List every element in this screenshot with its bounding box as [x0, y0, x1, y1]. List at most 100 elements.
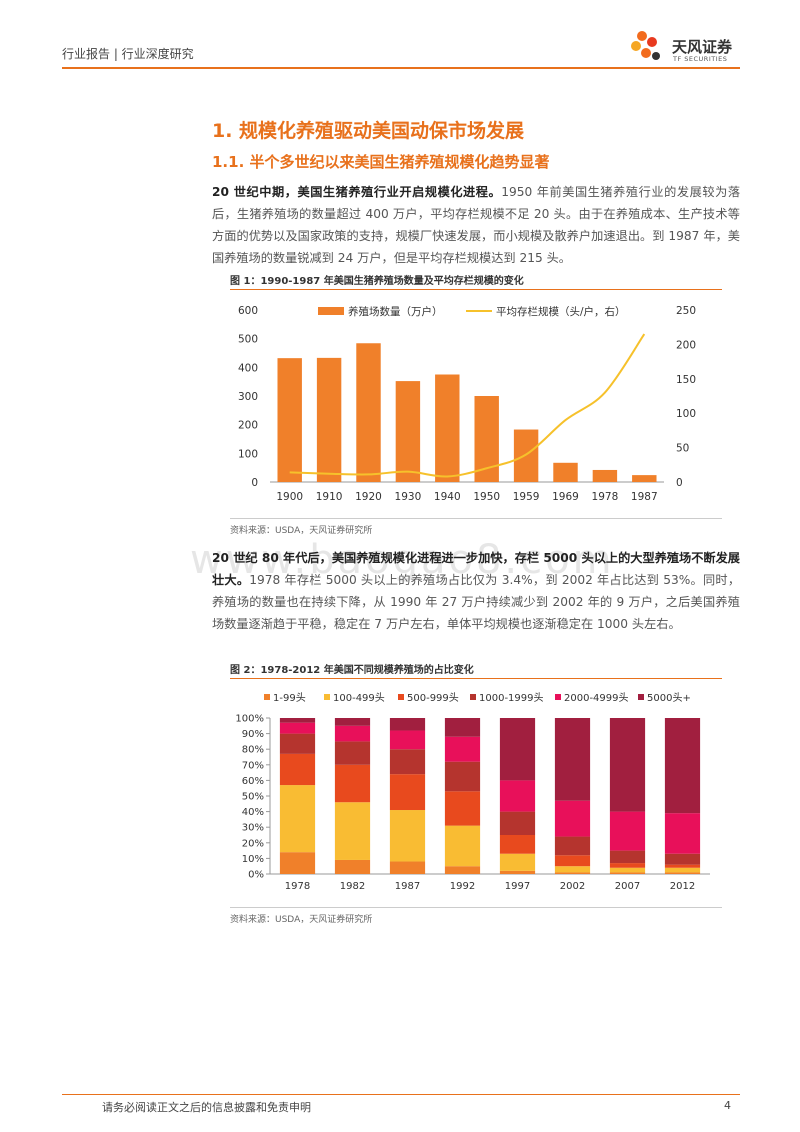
stack-segment-2012: [664, 864, 701, 868]
stack-segment-2012: [664, 813, 701, 854]
stack-segment-1978: [279, 722, 316, 734]
figure-1-source: 资料来源：USDA，天风证券研究所: [230, 526, 373, 536]
legend-swatch: [324, 694, 330, 700]
x-tick-label: 1978: [285, 881, 310, 892]
stack-segment-1982: [334, 718, 371, 726]
bar-1987: [632, 475, 657, 482]
stack-segment-2002: [554, 800, 591, 837]
x-tick-label: 1982: [340, 881, 365, 892]
stack-segment-1992: [444, 761, 481, 792]
figure-1-title: 图 1：1990-1987 年美国生猪养殖场数量及平均存栏规模的变化: [230, 276, 524, 287]
stack-segment-1992: [444, 791, 481, 826]
logo-icon: [631, 31, 660, 60]
stack-segment-2007: [609, 811, 646, 851]
stack-segment-1978: [279, 785, 316, 853]
x-tick-label: 1987: [631, 491, 658, 503]
stack-segment-1992: [444, 866, 481, 874]
stack-segment-2007: [609, 872, 646, 874]
paragraph-2-lead: 20 世纪 80 年代后，美国养殖规模化进程进一步加快，存栏 5000 头以上的…: [212, 551, 740, 587]
stack-segment-2007: [609, 850, 646, 864]
legend-swatch-bar: [318, 307, 344, 315]
legend-label: 1-99头: [273, 692, 306, 704]
stack-segment-1978: [279, 733, 316, 754]
x-tick-label: 2012: [670, 881, 695, 892]
x-tick-label: 1940: [434, 491, 461, 503]
footer-divider: [62, 1094, 740, 1095]
stack-segment-1978: [279, 718, 316, 723]
y-right-tick-label: 200: [676, 339, 696, 351]
section-heading: 1. 规模化养殖驱动美国动保市场发展: [212, 120, 525, 142]
y-right-tick-label: 50: [676, 443, 689, 455]
y-left-tick-label: 400: [238, 362, 258, 374]
bar-1940: [435, 374, 460, 482]
stack-segment-2002: [554, 866, 591, 873]
stack-segment-2007: [609, 718, 646, 812]
legend-label: 2000-4999头: [564, 692, 629, 704]
stack-segment-1987: [389, 774, 426, 811]
stack-segment-1997: [499, 718, 536, 781]
stack-segment-2007: [609, 863, 646, 868]
footer-disclaimer: 请务必阅读正文之后的信息披露和免责申明: [102, 1101, 311, 1114]
header-breadcrumb: 行业报告 | 行业深度研究: [62, 47, 194, 61]
figure-2-title: 图 2：1978-2012 年美国不同规模养殖场的占比变化: [230, 665, 474, 676]
subsection-heading: 1.1. 半个多世纪以来美国生猪养殖规模化趋势显著: [212, 153, 550, 171]
y-tick-label: 70%: [242, 760, 264, 771]
x-tick-label: 1969: [552, 491, 579, 503]
y-tick-label: 50%: [242, 792, 264, 803]
stack-segment-2002: [554, 855, 591, 867]
y-right-tick-label: 0: [676, 477, 683, 489]
stack-segment-1997: [499, 780, 536, 812]
legend-swatch: [638, 694, 644, 700]
stack-segment-1978: [279, 852, 316, 874]
y-tick-label: 90%: [242, 729, 264, 740]
legend-swatch: [470, 694, 476, 700]
y-right-tick-label: 150: [676, 374, 696, 386]
bar-1959: [513, 429, 539, 482]
stack-segment-2007: [609, 867, 646, 873]
x-tick-label: 1987: [395, 881, 420, 892]
y-tick-label: 0%: [248, 870, 264, 881]
y-left-tick-label: 100: [238, 448, 258, 460]
y-tick-label: 80%: [242, 745, 264, 756]
stack-segment-2002: [554, 718, 591, 801]
stack-segment-2002: [554, 836, 591, 856]
stack-segment-1997: [499, 853, 536, 871]
stack-segment-2012: [664, 718, 701, 814]
page-number: 4: [724, 1099, 731, 1112]
y-tick-label: 20%: [242, 838, 264, 849]
figure-1-chart: 0 100 200 300 400 500 600 0 50 100 150 200 250 1900 19…: [238, 305, 696, 503]
stack-segment-1987: [389, 861, 426, 874]
figure-2-source: 资料来源：USDA，天风证券研究所: [230, 915, 373, 925]
figure-1-rule: [230, 289, 722, 290]
stack-segment-2012: [664, 867, 701, 873]
stack-segment-1982: [334, 764, 371, 803]
stack-segment-1982: [334, 741, 371, 765]
figure-2-rule: [230, 678, 722, 679]
legend-swatch: [398, 694, 404, 700]
y-left-tick-label: 0: [251, 477, 258, 489]
legend-label: 1000-1999头: [479, 692, 544, 704]
stack-segment-2012: [664, 853, 701, 865]
y-left-tick-label: 300: [238, 391, 258, 403]
stack-segment-1992: [444, 718, 481, 737]
x-tick-label: 2007: [615, 881, 640, 892]
stack-segment-1982: [334, 859, 371, 874]
stack-segment-1982: [334, 725, 371, 742]
series-line-avg-herd: [289, 333, 646, 478]
stack-segment-1982: [334, 802, 371, 860]
x-tick-label: 1900: [276, 491, 303, 503]
stack-segment-1992: [444, 825, 481, 867]
y-left-tick-label: 500: [238, 334, 258, 346]
x-tick-label: 1930: [395, 491, 422, 503]
paragraph-2-body: 1978 年存栏 5000 头以上的养殖场占比仅为 3.4%，到 2002 年占…: [212, 573, 741, 631]
paragraph-2: 20 世纪 80 年代后，美国养殖规模化进程进一步加快，存栏 5000 头以上的…: [212, 547, 740, 635]
stack-segment-1997: [499, 835, 536, 854]
bar-1930: [395, 381, 421, 482]
stack-segment-1987: [389, 810, 426, 862]
x-tick-label: 1959: [513, 491, 540, 503]
y-left-tick-label: 600: [238, 305, 258, 317]
figure-2-chart: 0% 10% 20% 30% 40% 50% 60% 70% 80% 90% 100% 1978 198…: [235, 692, 710, 892]
stack-segment-1978: [279, 753, 316, 786]
y-left-tick-label: 200: [238, 420, 258, 432]
logo-name: 天风证券: [672, 38, 733, 56]
